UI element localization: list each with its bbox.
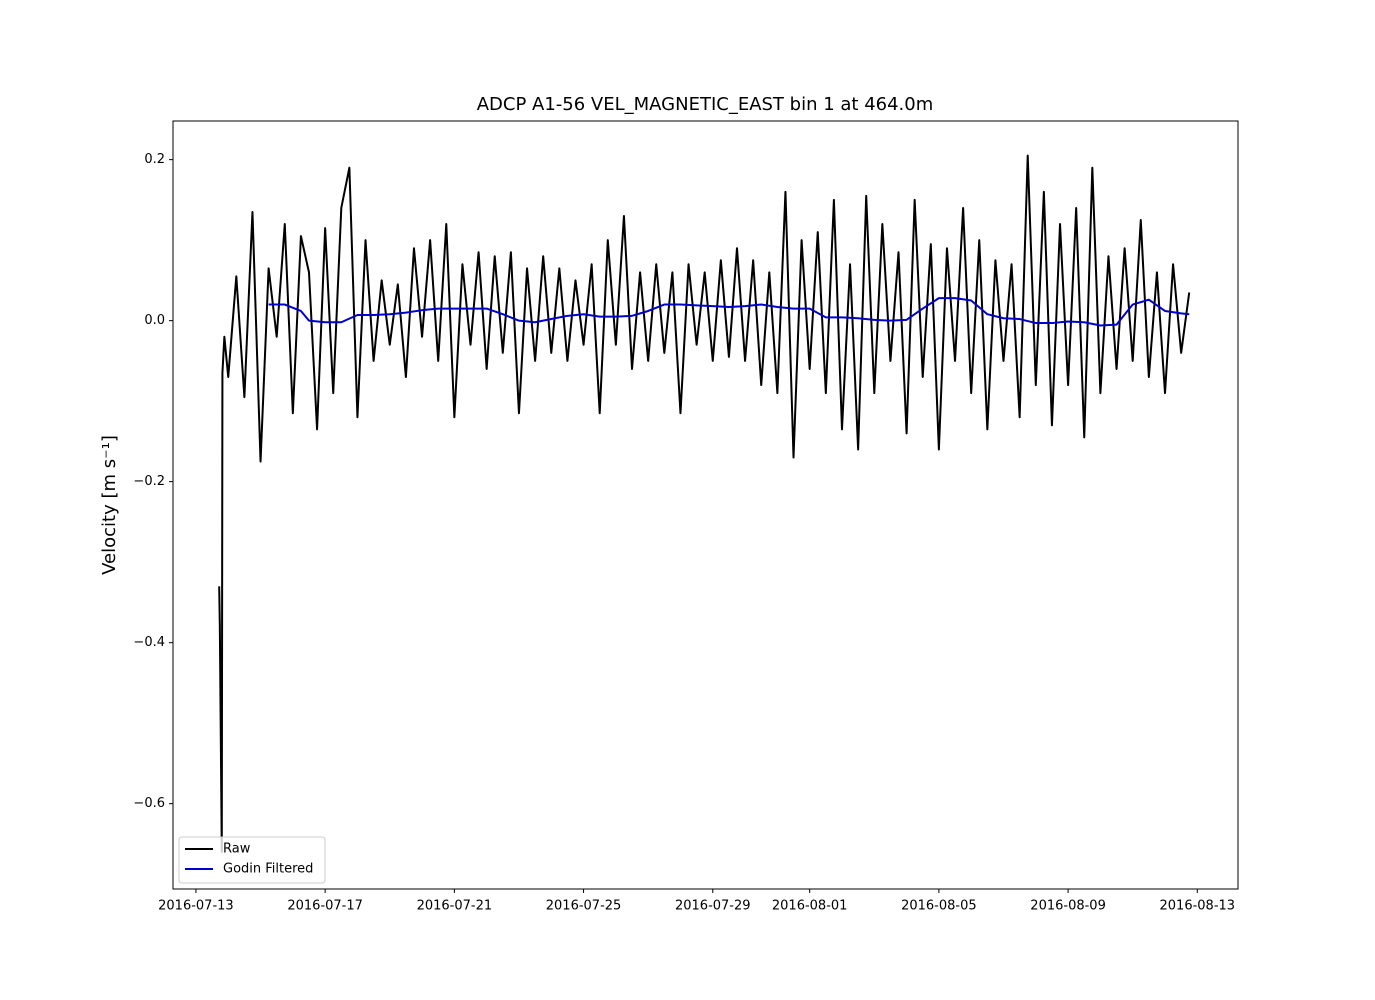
- y-tick-label: 0.0: [144, 313, 165, 328]
- x-tick-label: 2016-07-17: [287, 899, 363, 914]
- x-tick-label: 2016-08-01: [772, 899, 848, 914]
- y-tick-label: 0.2: [144, 152, 165, 167]
- chart-title: ADCP A1-56 VEL_MAGNETIC_EAST bin 1 at 46…: [477, 94, 934, 115]
- x-tick-label: 2016-07-21: [417, 899, 493, 914]
- y-tick-label: −0.2: [133, 474, 165, 489]
- x-tick-label: 2016-07-13: [158, 899, 234, 914]
- y-tick-label: −0.6: [133, 796, 165, 811]
- legend-box: [178, 836, 326, 884]
- y-tick-label: −0.4: [133, 635, 165, 650]
- legend-label: Godin Filtered: [223, 862, 313, 877]
- x-tick-label: 2016-08-05: [901, 899, 977, 914]
- x-tick-label: 2016-07-29: [675, 899, 751, 914]
- legend: Raw Godin Filtered: [178, 836, 326, 884]
- y-axis-label: Velocity [m s⁻¹]: [99, 435, 120, 575]
- series-line: [268, 297, 1190, 327]
- x-tick-label: 2016-07-25: [546, 899, 622, 914]
- series-line: [218, 154, 1191, 853]
- x-tick-label: 2016-08-09: [1030, 899, 1106, 914]
- legend-label: Raw: [223, 842, 251, 857]
- plot-frame: [172, 120, 1239, 890]
- x-tick-label: 2016-08-13: [1160, 899, 1236, 914]
